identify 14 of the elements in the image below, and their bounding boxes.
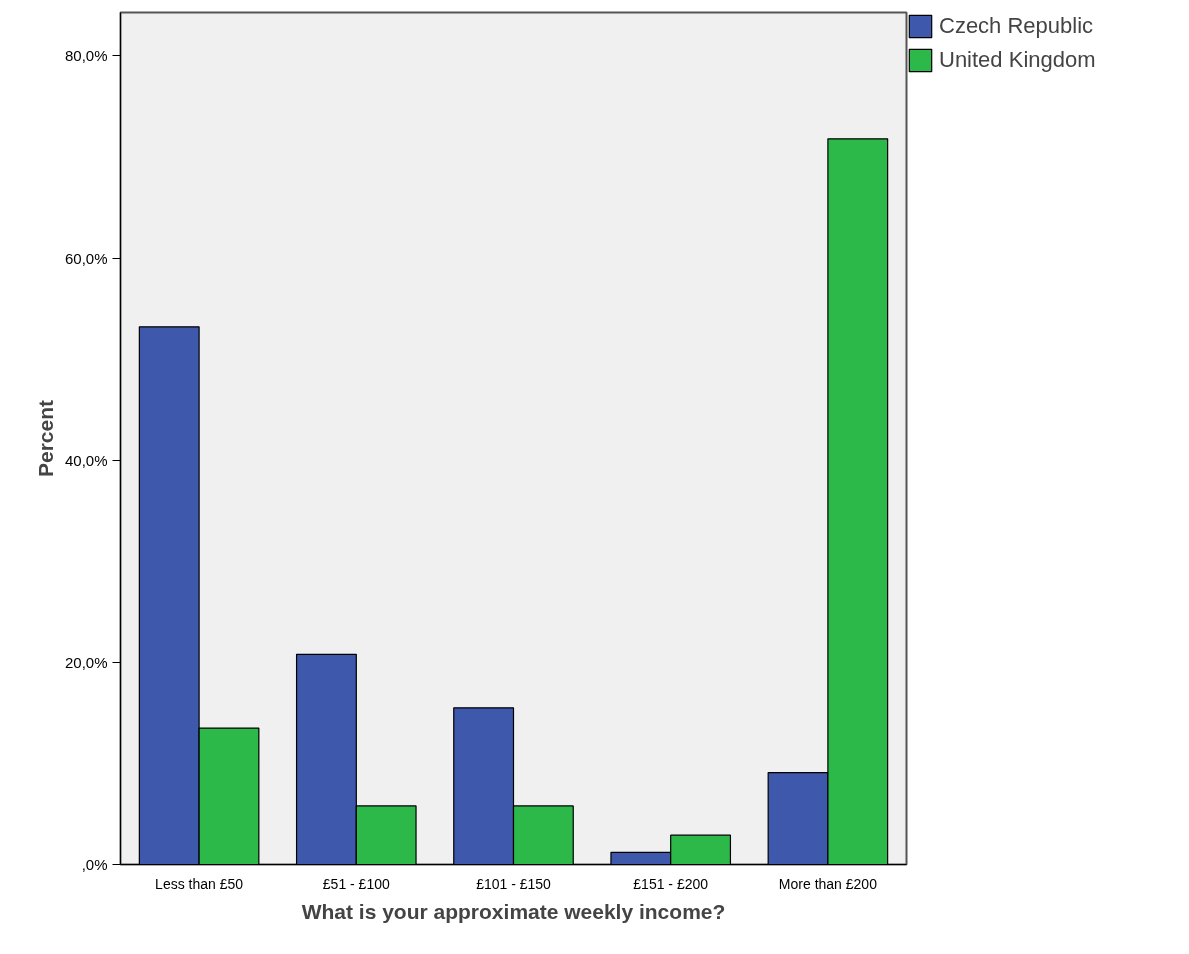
y-axis-title: Percent [33, 399, 57, 478]
y-tick-label: 80,0% [64, 47, 108, 65]
x-tick-label: £101 - £150 [476, 875, 552, 892]
y-tick-label: ,0% [81, 856, 108, 873]
y-tick-label: 40,0% [64, 451, 108, 469]
x-tick-label: Less than £50 [155, 875, 244, 892]
x-tick-label: £51 - £100 [322, 875, 390, 892]
legend-label: Czech Republic [939, 13, 1094, 39]
legend-label: United Kingdom [939, 47, 1096, 73]
y-tick-label: 60,0% [64, 249, 108, 267]
y-tick-label: 20,0% [64, 653, 108, 671]
x-axis-title: What is your approximate weekly income? [301, 899, 726, 923]
x-tick-label: £151 - £200 [633, 875, 709, 892]
x-tick-label: More than £200 [778, 875, 878, 892]
